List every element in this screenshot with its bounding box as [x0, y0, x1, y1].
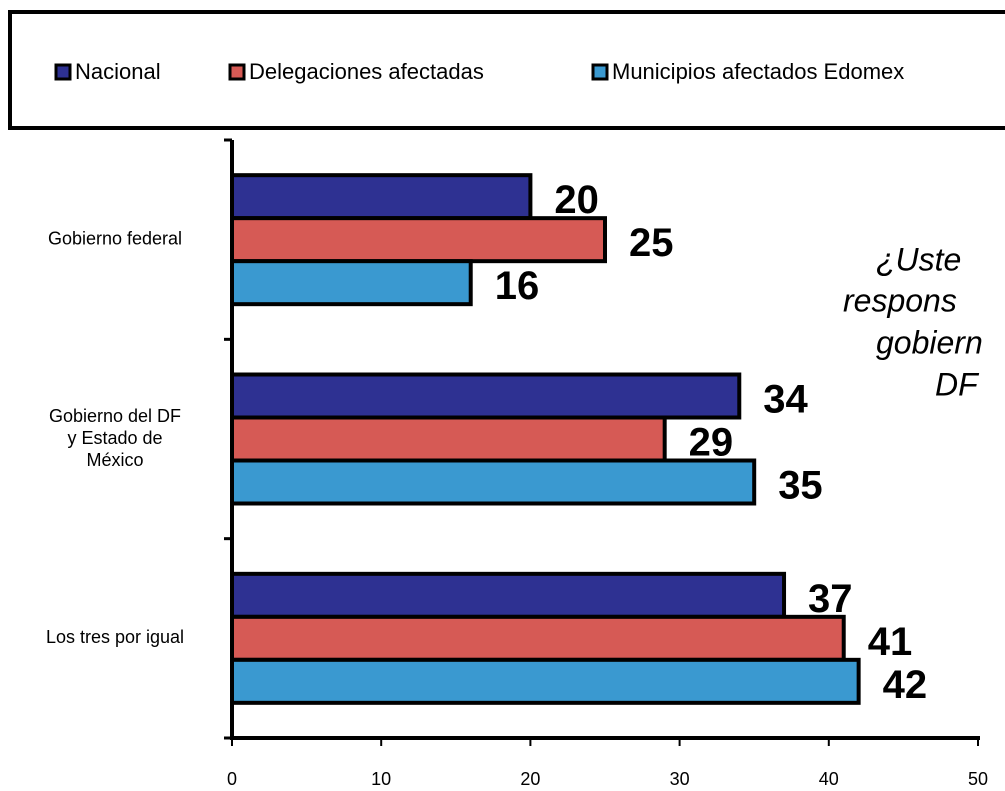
- legend-swatch: [228, 63, 246, 81]
- bar: [230, 657, 861, 705]
- y-tick-label: Gobierno del DF y Estado de México: [49, 406, 181, 470]
- legend-swatch: [54, 63, 72, 81]
- legend-box: [8, 10, 1005, 130]
- bar: [230, 259, 473, 307]
- bar: [230, 458, 757, 506]
- legend-label: Delegaciones afectadas: [249, 59, 484, 84]
- value-label: 29: [689, 421, 734, 465]
- bar: [230, 571, 787, 619]
- value-label: 16: [495, 264, 539, 308]
- x-tick-label: 0: [227, 769, 237, 789]
- value-label: 41: [868, 620, 913, 664]
- annotation: DF: [935, 366, 980, 402]
- legend-label: Municipios afectados Edomex: [612, 59, 904, 84]
- value-label: 20: [554, 178, 599, 222]
- x-tick-label: 40: [819, 769, 839, 789]
- value-label: 25: [629, 221, 674, 265]
- x-tick-label: 20: [520, 769, 540, 789]
- value-label: 35: [778, 464, 823, 508]
- bar: [230, 415, 667, 463]
- x-tick-label: 50: [968, 769, 988, 789]
- y-tick-label: Los tres por igual: [46, 627, 184, 647]
- annotation: ¿Uste: [876, 241, 961, 277]
- y-tick-label: Gobierno federal: [48, 228, 182, 248]
- annotation: respons: [843, 282, 957, 318]
- annotation: gobiern: [876, 324, 983, 360]
- bar: [230, 614, 846, 662]
- value-label: 34: [763, 378, 808, 422]
- legend-swatch: [591, 63, 609, 81]
- x-tick-label: 30: [670, 769, 690, 789]
- legend-label: Nacional: [75, 59, 161, 84]
- bar: [230, 372, 742, 420]
- bar: [230, 173, 533, 221]
- value-label: 37: [808, 577, 853, 621]
- bar: [230, 216, 607, 264]
- x-tick-label: 10: [371, 769, 391, 789]
- value-label: 42: [883, 663, 928, 707]
